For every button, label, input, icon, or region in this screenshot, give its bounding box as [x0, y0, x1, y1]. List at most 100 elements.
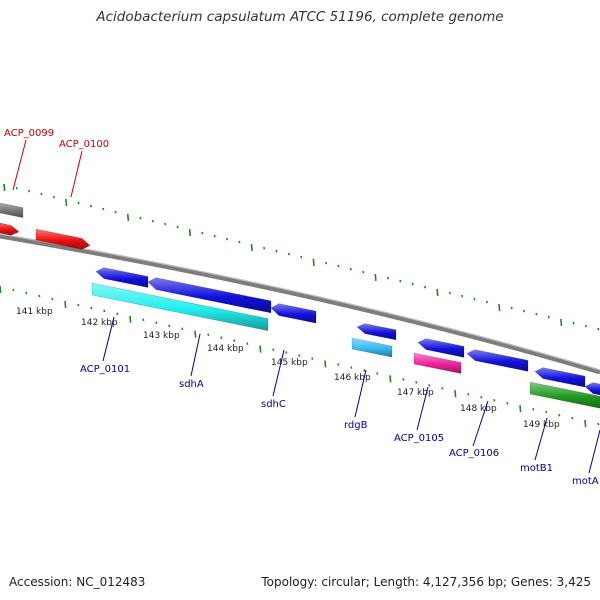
tick-mark: [558, 413, 561, 417]
tick-mark: [263, 246, 266, 250]
tick-mark: [519, 405, 522, 413]
tick-mark: [275, 249, 278, 253]
tick-mark: [27, 189, 31, 193]
gene-label: sdhC: [261, 399, 286, 410]
gene-acp0100: [35, 228, 91, 250]
tick-mark: [547, 315, 550, 319]
tick-mark: [402, 378, 405, 381]
feature-cyan-operon: [91, 282, 269, 332]
tick-mark: [571, 416, 574, 420]
tick-mark: [300, 255, 303, 259]
tick-mark: [363, 369, 366, 372]
gene-sdhC: [270, 303, 317, 324]
tick-mark: [176, 225, 179, 229]
topology-text: Topology: circular; Length: 4,127,356 bp…: [261, 575, 591, 589]
tick-mark: [238, 240, 241, 244]
tick-mark: [233, 339, 236, 343]
tick-mark: [461, 294, 464, 298]
leader-line: [472, 400, 489, 447]
inner-tick-track: [0, 285, 600, 428]
tick-mark: [194, 330, 197, 338]
tick-mark: [415, 381, 418, 384]
genome-title: Acidobacterium capsulatum ATCC 51196, co…: [96, 9, 504, 25]
tick-mark: [448, 291, 451, 295]
tick-mark: [181, 327, 184, 331]
gene-label: ACP_0106: [449, 448, 499, 459]
accession-text: Accession: NC_012483: [9, 575, 146, 589]
gene-rdgB: [356, 323, 397, 341]
tick-mark: [225, 237, 229, 241]
tick-mark: [311, 357, 314, 360]
tick-mark: [64, 300, 67, 308]
tick-mark: [51, 297, 54, 301]
tick-mark: [324, 261, 328, 265]
leader-line: [354, 369, 367, 418]
tick-mark: [40, 192, 43, 196]
gene-motB1: [534, 367, 586, 388]
tick-mark: [498, 303, 501, 312]
tick-mark: [77, 303, 80, 307]
tick-mark: [485, 300, 488, 304]
tick-mark: [535, 312, 538, 316]
tick-mark: [220, 336, 223, 340]
tick-mark: [103, 309, 106, 313]
gene-sdhA: [147, 277, 272, 314]
tick-mark: [285, 351, 288, 354]
scale-label: 144 kbp: [207, 344, 244, 354]
tick-mark: [38, 294, 41, 298]
tick-mark: [597, 422, 600, 426]
tick-mark: [389, 375, 392, 383]
gene-acp0099: [0, 222, 20, 236]
tick-mark: [493, 398, 496, 402]
tick-mark: [399, 279, 402, 283]
tick-mark: [467, 393, 470, 396]
tick-mark: [454, 390, 457, 398]
tick-mark: [298, 354, 301, 357]
tick-mark: [480, 395, 483, 399]
gene-label: ACP_0105: [394, 433, 444, 444]
tick-mark: [272, 348, 275, 351]
scale-label: 143 kbp: [143, 331, 180, 341]
backbone-arc: [0, 233, 600, 375]
gene-acp0106: [466, 349, 529, 372]
leader-line: [416, 386, 429, 431]
feature-green: [529, 381, 600, 409]
leader-line: [190, 333, 201, 377]
gene-label: motA: [572, 476, 599, 487]
tick-mark: [560, 318, 563, 327]
feature-grey-partial: [0, 202, 24, 219]
tick-mark: [52, 195, 55, 199]
tick-mark: [436, 288, 439, 297]
tick-mark: [250, 243, 253, 252]
tick-mark: [532, 407, 535, 411]
gene-motA: [584, 382, 600, 396]
tick-mark: [473, 297, 476, 301]
tick-mark: [349, 267, 352, 271]
leader-line: [272, 349, 285, 397]
outer-tick-track: [3, 183, 600, 331]
tick-mark: [65, 198, 68, 207]
tick-mark: [116, 312, 119, 316]
scale-label: 146 kbp: [334, 373, 371, 383]
tick-mark: [164, 222, 167, 226]
tick-mark: [201, 231, 204, 235]
tick-mark: [545, 410, 548, 414]
tick-mark: [12, 288, 15, 292]
tick-mark: [246, 342, 249, 345]
tick-mark: [572, 321, 575, 325]
tick-mark: [584, 324, 587, 328]
tick-mark: [139, 216, 142, 220]
scale-label: 149 kbp: [523, 420, 560, 430]
tick-mark: [337, 264, 340, 268]
scale-label: 148 kbp: [460, 404, 497, 414]
tick-mark: [89, 204, 92, 208]
leader-line: [588, 429, 600, 474]
leader-line: [70, 150, 83, 198]
leader-line: [534, 417, 548, 461]
feature-pink: [413, 352, 462, 374]
tick-mark: [126, 213, 130, 222]
gene-label: ACP_0101: [80, 364, 130, 375]
tick-mark: [102, 207, 105, 211]
tick-mark: [168, 324, 171, 328]
